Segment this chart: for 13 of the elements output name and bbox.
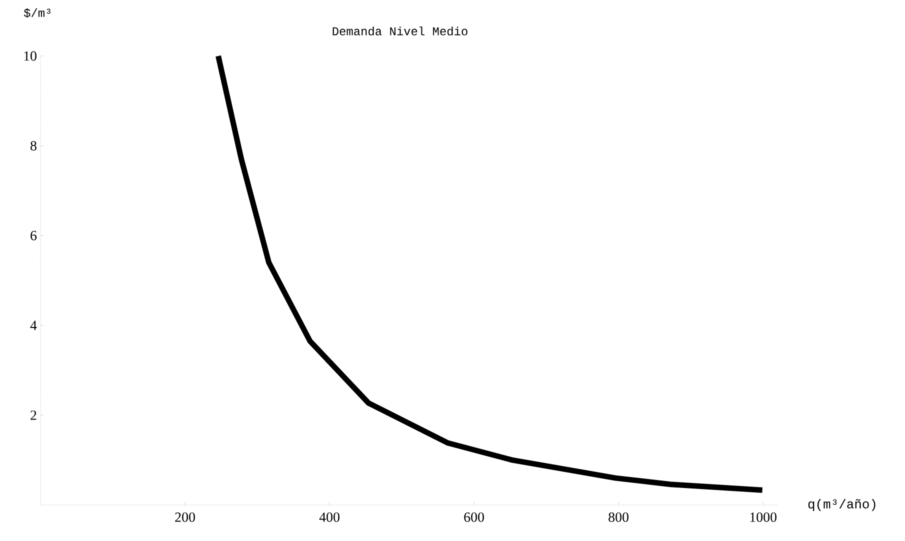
x-tick-label: 800: [608, 512, 628, 522]
x-tick-label: 400: [319, 512, 340, 522]
y-tick-label: 10: [24, 51, 36, 61]
x-axis-title: q(m³/año): [808, 498, 876, 512]
x-tick-label: 600: [464, 512, 484, 522]
chart-title: Demanda Nivel Medio: [332, 26, 468, 36]
y-tick-label: 4: [30, 320, 37, 330]
y-tick-label: 2: [30, 410, 36, 420]
x-tick-label: 1000: [750, 512, 776, 522]
y-tick-label: 6: [30, 230, 37, 240]
y-tick-label: 8: [30, 141, 36, 150]
x-tick-label: 200: [175, 512, 195, 522]
y-axis-title: $/m³: [24, 8, 50, 18]
